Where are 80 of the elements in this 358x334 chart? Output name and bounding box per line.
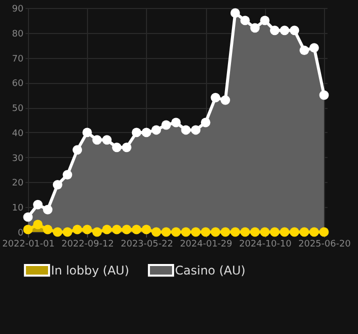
point	[72, 145, 82, 155]
y-tick-label: 60	[12, 79, 24, 90]
point	[280, 26, 290, 36]
x-tick-label: 2024-10-10	[239, 240, 292, 250]
point	[240, 16, 250, 26]
x-tick-label: 2023-05-22	[120, 240, 174, 250]
point	[309, 227, 319, 237]
y-tick-label: 70	[12, 54, 24, 64]
point	[92, 135, 102, 145]
point	[33, 220, 43, 230]
point	[132, 128, 142, 138]
point	[112, 224, 122, 234]
point	[230, 227, 240, 237]
point	[181, 125, 191, 135]
point	[52, 180, 62, 190]
point	[171, 227, 181, 237]
point	[220, 227, 230, 237]
point	[42, 204, 52, 214]
point	[52, 227, 62, 237]
point	[230, 8, 240, 18]
point	[270, 227, 280, 237]
point	[300, 46, 310, 56]
point	[200, 227, 210, 237]
point	[260, 16, 270, 26]
point	[200, 118, 210, 128]
legend-label: In lobby (AU)	[51, 263, 130, 278]
point	[309, 43, 319, 53]
point	[190, 227, 200, 237]
point	[210, 92, 220, 102]
x-tick-label: 2022-01-01	[2, 240, 55, 250]
point	[290, 26, 300, 36]
point	[23, 212, 33, 222]
point	[260, 227, 270, 237]
point	[72, 224, 82, 234]
x-tick-label: 2022-09-12	[62, 240, 114, 250]
y-tick-label: 90	[12, 4, 24, 14]
point	[142, 224, 152, 234]
point	[92, 227, 102, 237]
point	[181, 227, 191, 237]
x-tick-label: 2024-01-29	[180, 240, 233, 250]
point	[102, 224, 112, 234]
point	[152, 227, 162, 237]
point	[62, 170, 72, 180]
legend-label: Casino (AU)	[175, 263, 246, 278]
point	[290, 227, 300, 237]
point	[62, 227, 72, 237]
y-tick-label: 40	[12, 128, 24, 139]
point	[171, 118, 181, 128]
point	[33, 200, 43, 210]
point	[161, 120, 171, 130]
point	[190, 125, 200, 135]
point	[220, 95, 230, 105]
point	[240, 227, 250, 237]
point	[319, 227, 329, 237]
y-tick-label: 20	[12, 178, 24, 189]
point	[42, 224, 52, 234]
point	[82, 128, 92, 138]
y-tick-label: 80	[12, 29, 24, 40]
point	[161, 227, 171, 237]
point	[300, 227, 310, 237]
x-tick-label: 2025-06-20	[298, 240, 351, 250]
point	[82, 224, 92, 234]
point	[112, 142, 122, 152]
point	[250, 227, 260, 237]
point	[210, 227, 220, 237]
y-tick-label: 10	[12, 204, 24, 214]
point	[142, 128, 152, 138]
point	[132, 224, 142, 234]
point	[319, 90, 329, 100]
point	[23, 224, 33, 234]
point	[152, 125, 162, 135]
point	[280, 227, 290, 237]
point	[122, 142, 132, 152]
point	[102, 135, 112, 145]
y-tick-label: 50	[12, 104, 24, 114]
point	[122, 224, 132, 234]
y-tick-label: 0	[18, 228, 24, 238]
point	[270, 26, 280, 36]
point	[250, 23, 260, 33]
y-tick-label: 30	[12, 154, 24, 164]
